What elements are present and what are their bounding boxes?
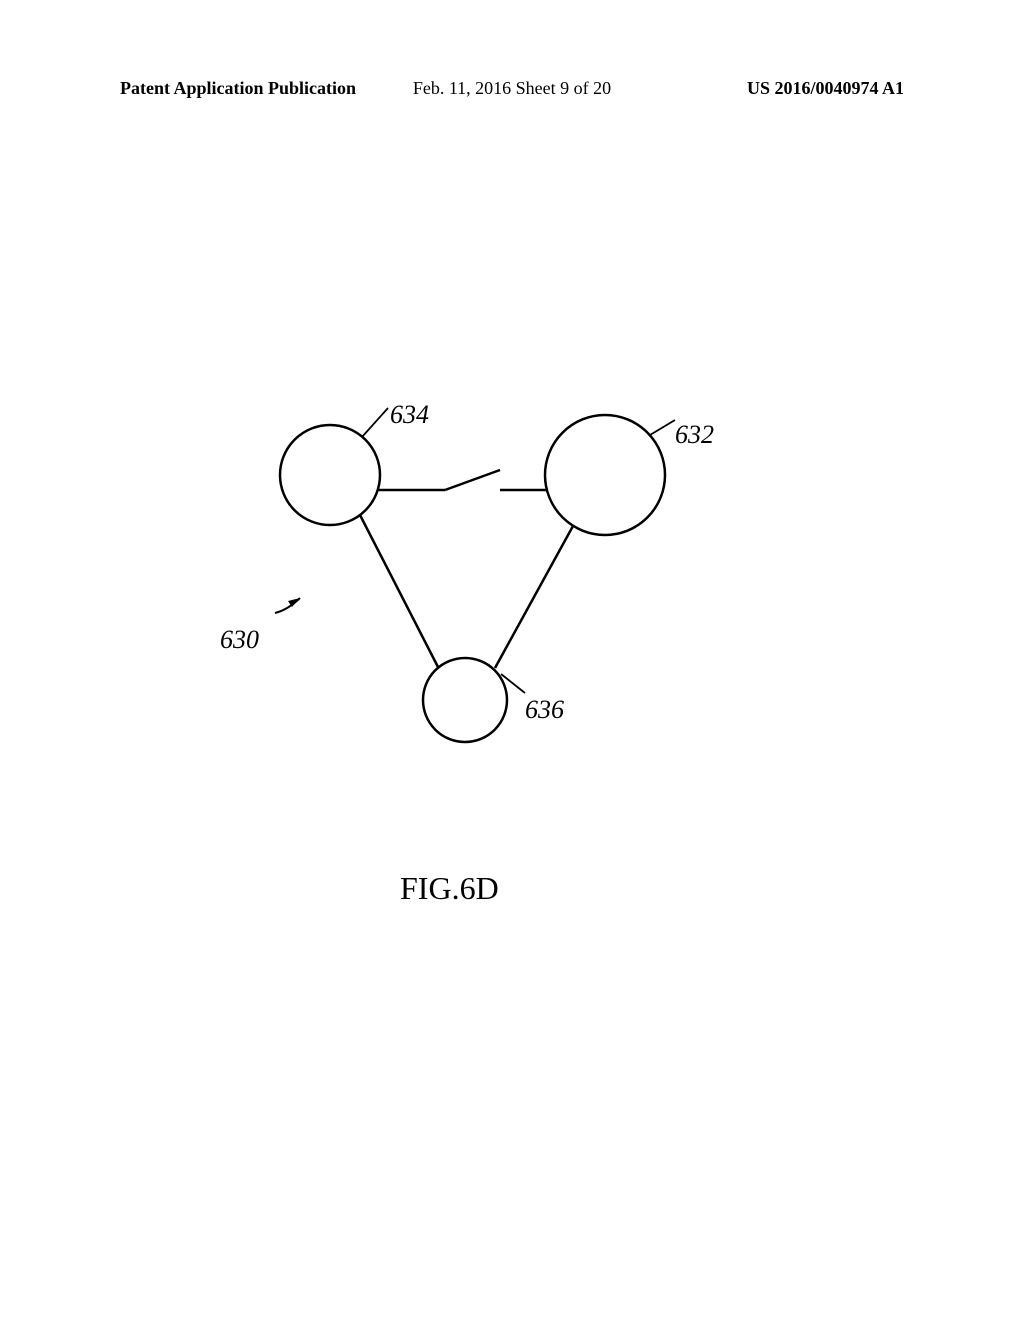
ref-634: 634 — [390, 400, 429, 430]
figure-label: FIG.6D — [400, 870, 499, 907]
ref-630: 630 — [220, 625, 259, 655]
figure-6d: FIG.6D 632 634 636 630 — [0, 0, 1024, 1320]
ref-636: 636 — [525, 695, 564, 725]
ref-632: 632 — [675, 420, 714, 450]
diagram-svg — [0, 0, 1024, 1320]
